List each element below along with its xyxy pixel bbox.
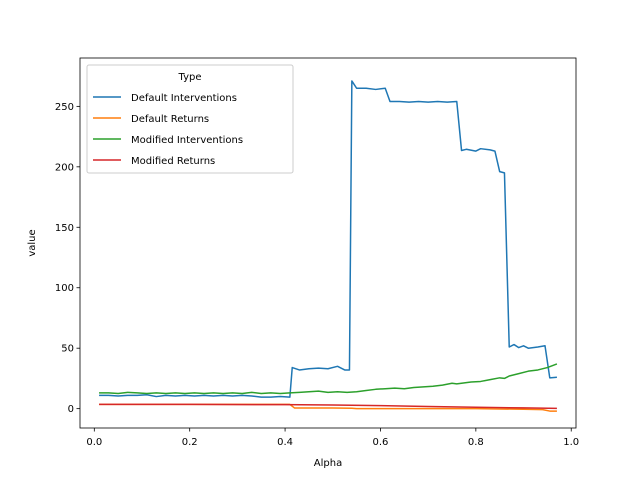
y-tick-label: 100	[55, 283, 74, 294]
y-axis-label: value	[27, 229, 38, 256]
legend-entry-label: Default Interventions	[131, 93, 237, 104]
legend-entries: Default Interventions Default Returns Modi…	[93, 93, 243, 167]
legend-entry-label: Default Returns	[131, 114, 209, 125]
y-tick-label: 150	[55, 223, 74, 234]
y-tick-label: 250	[55, 102, 74, 113]
x-tick-label: 0.6	[373, 437, 389, 448]
legend-entry-label: Modified Interventions	[131, 135, 243, 146]
x-tick-label: 0.4	[277, 437, 293, 448]
legend: Type Default Interventions Default Return…	[86, 64, 294, 174]
series-layer	[99, 80, 558, 412]
series-line-modified-interventions	[99, 363, 558, 395]
legend-title: Type	[178, 72, 202, 83]
x-axis-label: Alpha	[314, 458, 342, 469]
y-tick-label: 0	[68, 404, 74, 415]
x-axis: 0.0 0.2 0.4 0.6 0.8 1.0	[86, 428, 579, 448]
legend-entry-label: Modified Returns	[131, 156, 215, 167]
y-tick-label: 50	[61, 344, 74, 355]
legend-box	[86, 64, 294, 174]
series-line-modified-returns	[99, 403, 557, 410]
y-tick-label: 200	[55, 162, 74, 173]
axes-frame	[79, 57, 577, 429]
x-tick-label: 0.0	[86, 437, 102, 448]
x-tick-label: 0.2	[182, 437, 198, 448]
y-axis: 0 50 100 150 200 250	[55, 102, 80, 415]
x-tick-label: 1.0	[563, 437, 579, 448]
series-line-default-interventions	[99, 80, 557, 398]
plot-area	[79, 57, 577, 429]
x-tick-label: 0.8	[468, 437, 484, 448]
